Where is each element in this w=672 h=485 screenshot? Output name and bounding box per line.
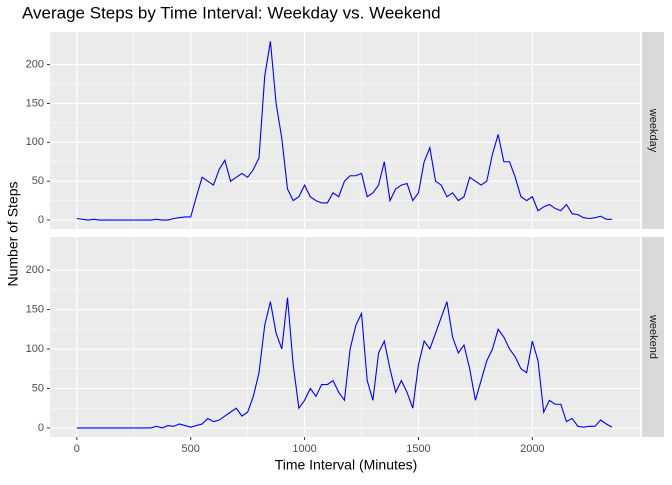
strip — [642, 32, 664, 229]
y-tick-label: 100 — [26, 136, 44, 148]
x-tick-label: 0 — [74, 443, 80, 455]
y-tick-label: 0 — [38, 214, 44, 226]
line-series — [76, 297, 613, 429]
x-axis-label: Time Interval (Minutes) — [275, 457, 418, 473]
y-axis-label: Number of Steps — [5, 181, 21, 286]
strip-label: weekday — [647, 108, 659, 153]
line-series — [76, 41, 613, 221]
y-tick-label: 50 — [32, 382, 44, 394]
y-tick-label: 0 — [38, 422, 44, 434]
y-tick-label: 200 — [26, 264, 44, 276]
strip — [642, 237, 664, 437]
strip-label: weekend — [647, 314, 659, 359]
x-tick-label: 1500 — [406, 443, 430, 455]
y-tick-label: 150 — [26, 97, 44, 109]
panel-background — [50, 237, 640, 437]
y-tick-label: 50 — [32, 175, 44, 187]
y-tick-label: 150 — [26, 303, 44, 315]
y-tick-label: 200 — [26, 58, 44, 70]
x-tick-label: 2000 — [520, 443, 544, 455]
y-tick-label: 100 — [26, 343, 44, 355]
x-tick-label: 1000 — [292, 443, 316, 455]
chart-title: Average Steps by Time Interval: Weekday … — [22, 3, 441, 22]
x-tick-label: 500 — [182, 443, 200, 455]
panel-background — [50, 32, 640, 229]
